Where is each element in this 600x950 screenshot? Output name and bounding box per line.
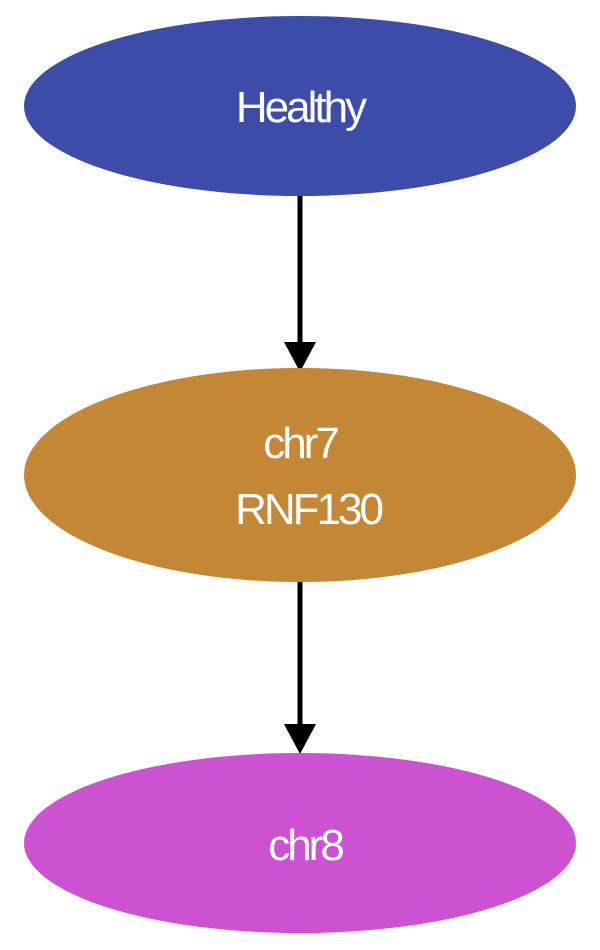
node-chr7-shape — [24, 368, 576, 582]
node-chr7-label-line1: chr7 — [263, 419, 338, 468]
arrowhead-chr7-to-chr8 — [284, 724, 316, 754]
node-chr7[interactable]: chr7 RNF130 — [24, 368, 576, 582]
arrowhead-healthy-to-chr7 — [284, 342, 316, 372]
node-chr7-label-line2: RNF130 — [235, 485, 382, 534]
edges — [284, 196, 316, 754]
node-healthy[interactable]: Healthy — [24, 16, 576, 196]
node-healthy-shape — [24, 16, 576, 196]
node-chr8[interactable]: chr8 — [24, 753, 576, 933]
node-healthy-label: Healthy — [236, 83, 367, 132]
node-chr8-shape — [24, 753, 576, 933]
node-chr8-label: chr8 — [268, 821, 343, 870]
